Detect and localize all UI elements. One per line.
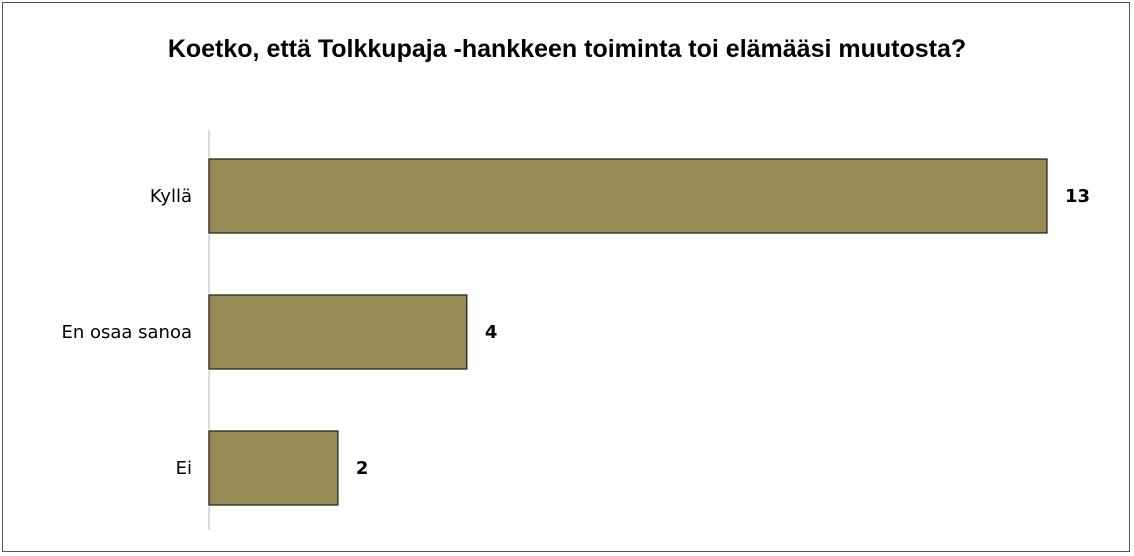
bar: [208, 294, 468, 370]
category-label: Kyllä: [150, 186, 192, 207]
chart-title: Koetko, että Tolkkupaja -hankkeen toimin…: [167, 35, 967, 63]
value-label: 2: [356, 458, 369, 479]
bar: [208, 158, 1048, 234]
category-label: Ei: [176, 458, 192, 479]
value-label: 4: [485, 322, 498, 343]
category-label: En osaa sanoa: [61, 322, 192, 343]
value-label: 13: [1065, 186, 1090, 207]
bar: [208, 430, 339, 506]
